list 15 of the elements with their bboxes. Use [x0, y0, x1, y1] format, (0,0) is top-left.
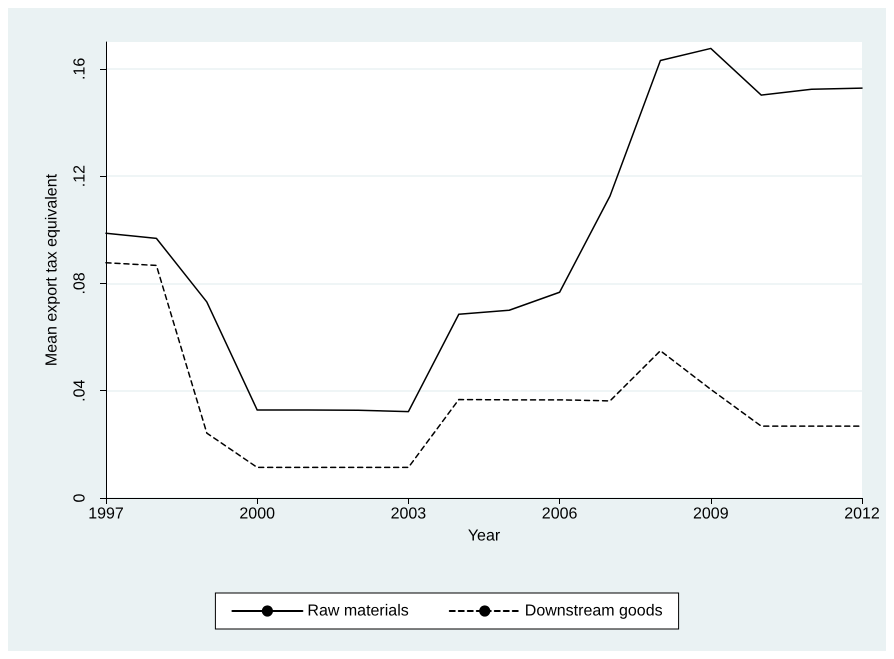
x-axis-title: Year [468, 528, 501, 544]
x-tick-label: 2012 [844, 506, 880, 522]
x-tick-label: 2000 [239, 506, 276, 522]
x-tick-label: 2003 [390, 506, 426, 522]
y-tick-label: .08 [72, 272, 88, 295]
y-tick-label: .04 [72, 379, 88, 402]
legend-label: Raw materials [307, 602, 409, 620]
x-tick-label: 2009 [693, 506, 729, 522]
x-tick-label: 2006 [542, 506, 578, 522]
y-tick-label: 0 [72, 493, 88, 502]
y-tick-label: .16 [72, 58, 88, 80]
legend-label: Downstream goods [524, 602, 663, 620]
y-axis-title: Mean export tax equivalent [44, 173, 60, 366]
x-tick-label: 1997 [88, 506, 124, 522]
y-tick-label: .12 [72, 164, 88, 188]
